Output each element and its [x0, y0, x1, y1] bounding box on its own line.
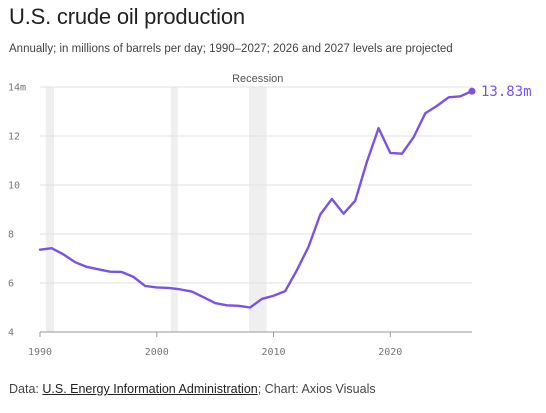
- y-tick-label: 12: [8, 132, 20, 143]
- x-tick-label: 2000: [145, 347, 169, 358]
- recession-band: [45, 87, 55, 332]
- y-tick-label: 4: [8, 328, 14, 339]
- footer-credit: Data: U.S. Energy Information Administra…: [9, 382, 376, 396]
- recession-band: [248, 87, 267, 332]
- recession-bands: [45, 87, 267, 332]
- recession-label: Recession: [232, 73, 283, 85]
- data-prefix: Data:: [9, 382, 43, 396]
- y-tick-label: 8: [8, 230, 14, 241]
- x-tick-label: 1990: [28, 347, 52, 358]
- source-link[interactable]: U.S. Energy Information Administration: [42, 382, 258, 396]
- x-tick-label: 2010: [261, 347, 285, 358]
- recession-band: [170, 87, 178, 332]
- y-axis-labels: 4 6 8 10 12 14m: [8, 83, 26, 339]
- end-point-marker: [468, 87, 476, 95]
- series-line: [38, 89, 474, 309]
- y-gridlines: [40, 86, 472, 333]
- x-tick-label: 2020: [378, 347, 402, 358]
- chart-credit: ; Chart: Axios Visuals: [257, 382, 376, 396]
- y-tick-label: 10: [8, 181, 20, 192]
- line-chart: 4 6 8 10 12 14m 1990 2000 2010 2020 Recession 13…: [8, 73, 532, 358]
- y-tick-label: 6: [8, 279, 14, 290]
- chart-subtitle: Annually; in millions of barrels per day…: [9, 43, 453, 55]
- x-axis-labels: 1990 2000 2010 2020: [28, 332, 402, 358]
- series-line-layer: 13.83m: [38, 84, 532, 309]
- chart-title: U.S. crude oil production: [9, 4, 245, 29]
- y-tick-label: 14m: [8, 83, 26, 94]
- end-value-label: 13.83m: [481, 84, 532, 100]
